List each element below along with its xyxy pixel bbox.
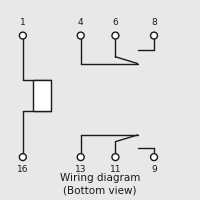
Text: 1: 1 [20,18,26,27]
Text: 9: 9 [151,165,157,174]
Text: 13: 13 [75,165,86,174]
Text: Wiring diagram: Wiring diagram [60,173,140,183]
Circle shape [151,154,157,161]
Circle shape [112,32,119,39]
Circle shape [19,32,26,39]
Text: (Bottom view): (Bottom view) [63,185,137,195]
Text: 4: 4 [78,18,84,27]
Circle shape [77,154,84,161]
Bar [33,80,51,111]
Circle shape [77,32,84,39]
Text: 8: 8 [151,18,157,27]
Circle shape [112,154,119,161]
Circle shape [19,154,26,161]
Circle shape [151,32,157,39]
Text: 11: 11 [110,165,121,174]
Text: 6: 6 [113,18,118,27]
Text: 16: 16 [17,165,29,174]
